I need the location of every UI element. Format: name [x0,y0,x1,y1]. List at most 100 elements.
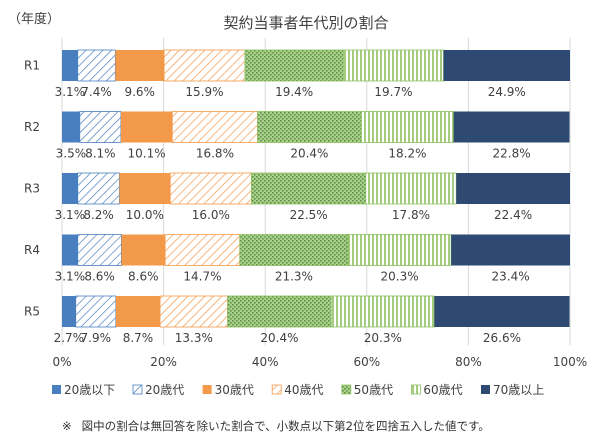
data-label: 21.3% [275,270,313,284]
bar-segment [159,295,229,328]
bar-segment [330,295,435,328]
legend-swatch [410,384,421,395]
legend-swatch [481,385,490,394]
legend-label: 20歳代 [145,383,184,397]
bar-segment [257,111,362,143]
data-label: 3.1% [55,85,86,99]
legend-label: 70歳以上 [493,383,544,397]
bar-segment [251,172,367,205]
data-label: 22.4% [494,208,532,222]
category-label: R4 [24,243,40,257]
data-label: 13.3% [175,331,213,345]
data-label: 7.4% [81,85,112,99]
x-tick-label: 40% [252,355,279,369]
bar-segment [115,296,161,327]
bar-segment [434,296,570,327]
data-label: 10.0% [126,208,164,222]
chart-title: 契約当事者年代別の割合 [223,14,388,32]
legend-label: 20歳以下 [64,383,115,397]
data-label: 3.1% [55,270,86,284]
bar-segment [119,173,171,204]
data-label: 17.8% [392,208,430,222]
footnote-text: 図中の割合は無回答を除いた割合で、小数点以下第2位を四捨五入した値です。 [81,419,490,433]
category-labels: R1 R2 R3 R4 R5 [24,59,40,319]
data-label: 14.7% [183,270,221,284]
bar-segment [453,111,570,143]
legend-label: 40歳代 [284,383,323,397]
bar-segment [75,295,117,328]
bar-segment [239,234,349,266]
x-tick-label: 100% [553,355,587,369]
data-label: 8.1% [85,147,116,161]
legend-swatch [52,385,61,394]
category-label: R2 [24,120,40,134]
data-label: 19.7% [374,85,412,99]
bar-segment [62,234,78,266]
data-label: 20.3% [381,270,419,284]
bar-segment [343,49,444,82]
bar-segment [171,111,258,143]
data-label: 22.5% [290,208,328,222]
bar-segment [62,111,80,143]
bar-segment [164,234,241,266]
bar-segment [62,173,78,204]
data-label: 24.9% [488,85,526,99]
bar-segment [365,172,457,205]
bar-segment [77,172,120,205]
bar-segment [62,50,78,81]
data-label: 2.7% [54,331,85,345]
x-tick-label: 0% [52,355,71,369]
bar-segment [77,234,122,266]
data-label: 8.7% [123,331,154,345]
x-tick-label: 80% [455,355,482,369]
data-label: 26.6% [483,331,521,345]
legend-swatch [341,384,352,395]
data-label: 20.4% [260,331,298,345]
data-label: 3.5% [56,147,87,161]
legend: 20歳以下 20歳代 30歳代 40歳代 50歳代 60歳代 70歳以上 [52,383,544,397]
data-labels: 3.1%7.4% 9.6% 15.9% 19.4% 19.7% 24.9%3.5%8.1%… [54,85,533,345]
data-label: 20.3% [364,331,402,345]
legend-swatch [132,384,143,395]
data-label: 8.2% [83,208,114,222]
category-label: R1 [24,59,40,73]
legend-swatch [271,384,282,395]
bar-segment [227,295,332,328]
bar-segment [79,111,122,143]
data-label: 16.0% [192,208,230,222]
legend-label: 60歳代 [423,383,462,397]
legend-label: 30歳代 [215,383,254,397]
bar-segment [115,50,165,81]
bar-segment [120,111,173,143]
data-label: 20.4% [290,147,328,161]
data-label: 3.1% [55,208,86,222]
bar-segment [347,234,452,266]
data-label: 19.4% [275,85,313,99]
bar-segment [456,173,570,204]
data-label: 7.9% [81,331,112,345]
category-label: R3 [24,182,40,196]
data-label: 23.4% [492,270,530,284]
x-axis-ticks: 0% 20% 40% 60% 80% 100% [52,355,587,369]
bar-segment [360,111,455,143]
data-label: 9.6% [124,85,155,99]
bar-segment [62,296,76,327]
data-label: 10.1% [128,147,166,161]
data-label: 18.2% [388,147,426,161]
bar-segment [169,172,252,205]
data-label: 8.6% [128,270,159,284]
x-tick-label: 60% [353,355,380,369]
bar-segment [451,234,570,266]
bars [62,49,570,328]
bar-segment [163,49,246,82]
x-tick-label: 20% [150,355,177,369]
bar-segment [121,234,166,266]
bar-segment [77,49,116,82]
data-label: 22.8% [493,147,531,161]
legend-label: 50歳代 [354,383,393,397]
y-axis-unit-label: （年度） [8,11,60,27]
footnote: ※ 図中の割合は無回答を除いた割合で、小数点以下第2位を四捨五入した値です。 [62,418,490,434]
legend-swatch [202,385,212,394]
footnote-mark: ※ [62,419,72,433]
